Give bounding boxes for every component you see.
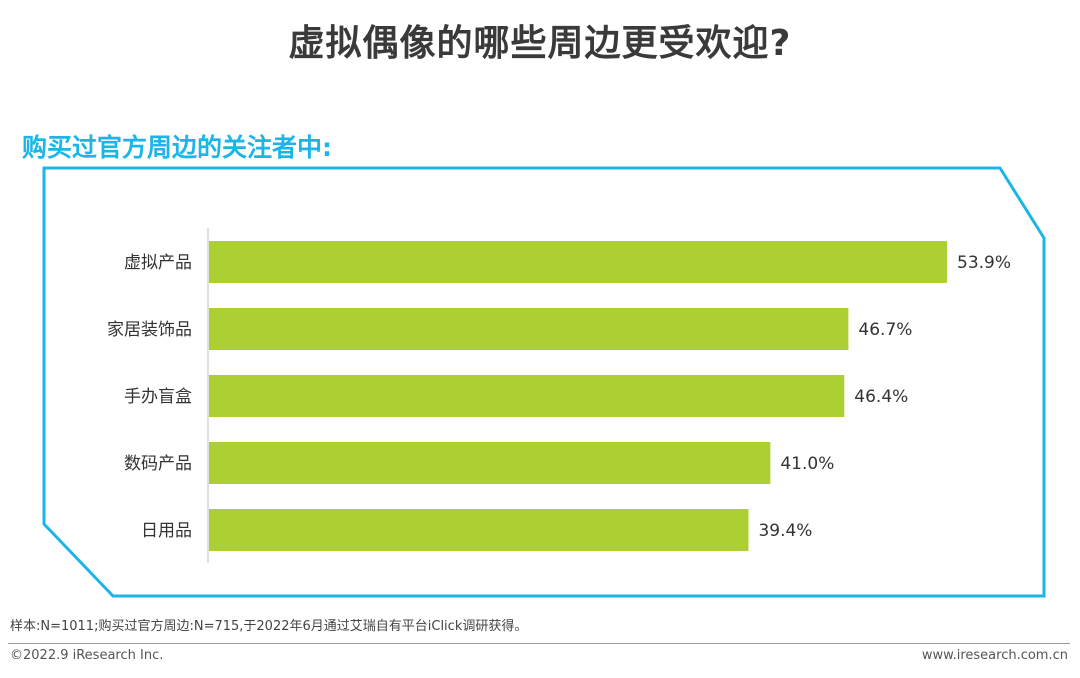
page-title: 虚拟偶像的哪些周边更受欢迎?	[288, 23, 792, 64]
category-label-3: 数码产品	[124, 454, 192, 474]
copyright-text: ©2022.9 iResearch Inc.	[10, 648, 164, 663]
category-label-0: 虚拟产品	[124, 253, 192, 273]
value-label-2: 46.4%	[854, 387, 908, 407]
bar-1	[209, 308, 849, 350]
chart-frame-border	[42, 166, 1046, 598]
category-label-2: 手办盲盒	[124, 387, 192, 407]
sample-note: 样本:N=1011;购买过官方周边:N=715,于2022年6月通过艾瑞自有平台…	[10, 619, 528, 634]
bar-4	[209, 509, 749, 551]
value-label-1: 46.7%	[858, 320, 912, 340]
bar-2	[209, 375, 845, 417]
category-label-1: 家居装饰品	[107, 320, 192, 340]
category-label-4: 日用品	[141, 521, 192, 541]
value-label-3: 41.0%	[780, 454, 834, 474]
bar-3	[209, 442, 771, 484]
footer-divider	[8, 643, 1070, 644]
value-label-4: 39.4%	[758, 521, 812, 541]
bar-0	[209, 241, 947, 283]
bar-group: 虚拟产品 53.9% 家居装饰品 46.7% 手办盲盒 46.4% 数码产品 41.0% 日用品…	[107, 241, 1011, 551]
chart-subtitle: 购买过官方周边的关注者中:	[22, 133, 332, 162]
value-label-0: 53.9%	[957, 253, 1011, 273]
website-link[interactable]: www.iresearch.com.cn	[921, 648, 1068, 663]
